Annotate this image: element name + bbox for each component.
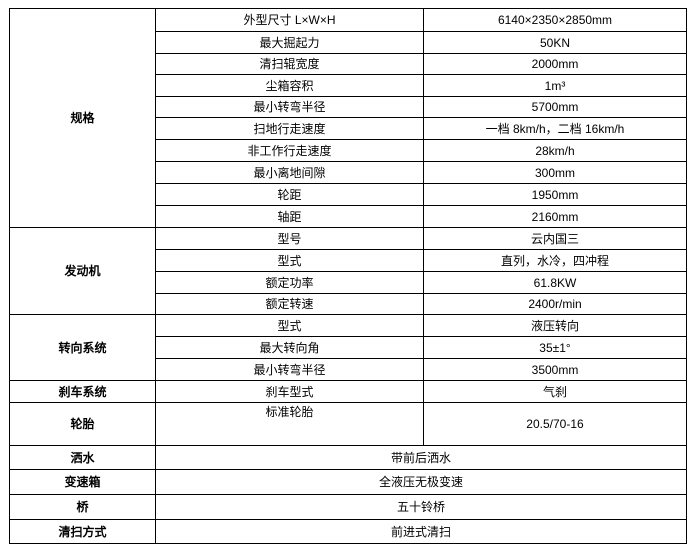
table-row: 型式 直列，水冷，四冲程 [10, 249, 687, 272]
table-row: 桥五十铃桥 [9, 494, 687, 520]
category-cell: 发动机 [9, 227, 156, 315]
category-cell: 变速箱 [9, 469, 156, 495]
table-row: 扫地行走速度 一档 8km/h，二档 16km/h [10, 117, 687, 140]
spec-value: 前进式清扫 [155, 519, 687, 544]
table-row: 最大转向角 35±1° [10, 336, 687, 359]
spec-value: 35±1° [423, 336, 687, 359]
spec-label: 最小离地间隙 [155, 161, 424, 184]
spec-label: 最小转弯半径 [155, 96, 424, 118]
spec-label: 扫地行走速度 [155, 117, 424, 140]
spec-label: 额定转速 [155, 293, 424, 315]
spec-value: 云内国三 [423, 227, 687, 250]
table-row: 最小离地间隙 300mm [10, 161, 687, 184]
table-row: 尘箱容积 1m³ [10, 74, 687, 97]
spec-value: 液压转向 [423, 314, 687, 337]
category-cell: 清扫方式 [9, 519, 156, 544]
category-cell: 桥 [9, 494, 156, 520]
spec-label: 清扫辊宽度 [155, 53, 424, 75]
category-cell: 刹车系统 [9, 380, 156, 403]
spec-label: 型式 [155, 249, 424, 272]
category-cell: 轮胎 [9, 402, 156, 446]
spec-label: 外型尺寸 L×W×H [155, 8, 424, 32]
spec-value: 6140×2350×2850mm [423, 8, 687, 32]
spec-label: 型号 [155, 227, 424, 250]
table-row: 额定功率 61.8KW [10, 271, 687, 294]
table-row: 洒水 带前后洒水 [9, 445, 687, 470]
spec-label: 型式 [155, 314, 424, 337]
spec-label: 尘箱容积 [155, 74, 424, 97]
spec-label: 最小转弯半径 [155, 358, 424, 381]
spec-value: 带前后洒水 [155, 445, 687, 470]
table-row: 规格 外型尺寸 L×W×H 6140×2350×2850mm [9, 8, 687, 228]
category-cell: 规格 [9, 8, 156, 228]
spec-value: 五十铃桥 [155, 494, 687, 520]
table-row: 轮胎 标准轮胎 20.5/70-16 [9, 402, 687, 446]
spec-value: 一档 8km/h，二档 16km/h [423, 117, 687, 140]
spec-label: 额定功率 [155, 271, 424, 294]
table-row: 轴距 2160mm [10, 205, 687, 228]
table-row: 变速箱 全液压无极变速 [9, 469, 687, 495]
spec-value: 1m³ [423, 74, 687, 97]
spec-value: 3500mm [423, 358, 687, 381]
spec-value: 全液压无极变速 [155, 469, 687, 495]
table-row: 轮距 1950mm [10, 183, 687, 206]
category-cell: 转向系统 [9, 314, 156, 381]
table-row: 转向系统 型式 液压转向 [9, 314, 687, 381]
spec-value: 300mm [423, 161, 687, 184]
spec-value: 2400r/min [423, 293, 687, 315]
spec-value: 28km/h [423, 139, 687, 162]
spec-value: 20.5/70-16 [423, 402, 687, 446]
spec-value: 气刹 [423, 380, 687, 403]
spec-value: 61.8KW [423, 271, 687, 294]
category-cell: 洒水 [9, 445, 156, 470]
table-row: 刹车系统 刹车型式 气刹 [9, 380, 687, 403]
spec-value: 2160mm [423, 205, 687, 228]
table-row: 发动机 型号 云内国三 [9, 227, 687, 315]
spec-value: 5700mm [423, 96, 687, 118]
spec-value: 直列，水冷，四冲程 [423, 249, 687, 272]
spec-value: 2000mm [423, 53, 687, 75]
spec-value: 50KN [423, 31, 687, 54]
spec-label: 刹车型式 [155, 380, 424, 403]
spec-label: 轴距 [155, 205, 424, 228]
spec-table: 规格 外型尺寸 L×W×H 6140×2350×2850mm 最大掘起力 50KN 清扫辊… [9, 8, 687, 544]
spec-value: 1950mm [423, 183, 687, 206]
spec-label: 最大转向角 [155, 336, 424, 359]
table-row: 清扫方式 前进式清扫 [9, 519, 687, 544]
spec-label: 最大掘起力 [155, 31, 424, 54]
spec-label: 轮距 [155, 183, 424, 206]
spec-label: 标准轮胎 [155, 402, 424, 446]
spec-label: 非工作行走速度 [155, 139, 424, 162]
